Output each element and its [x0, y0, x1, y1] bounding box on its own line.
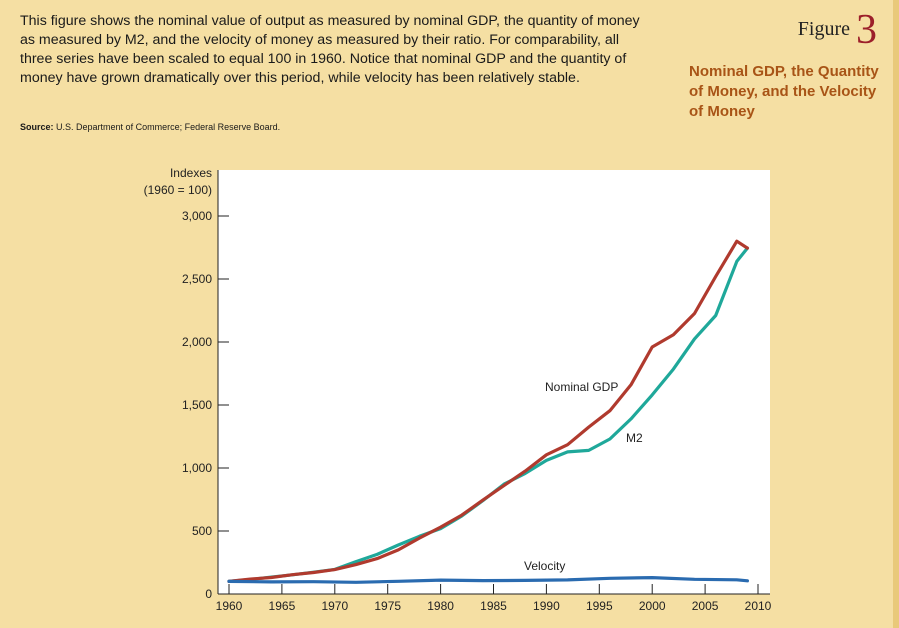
x-tick-label: 1985	[480, 599, 507, 613]
figure-word: Figure	[797, 18, 850, 40]
x-tick-label: 1970	[321, 599, 348, 613]
y-tick-label: 1,500	[182, 398, 212, 412]
y-tick-label: 2,000	[182, 335, 212, 349]
x-tick-label: 1975	[374, 599, 401, 613]
series-lines	[227, 239, 750, 584]
y-axis-label-line2: (1960 = 100)	[144, 183, 212, 197]
y-tick-label: 500	[192, 524, 212, 538]
x-tick-label: 1965	[269, 599, 296, 613]
x-tick-label: 1980	[427, 599, 454, 613]
panel-edge	[893, 0, 899, 628]
series-label-gdp: Nominal GDP	[545, 380, 618, 394]
figure-title: Nominal GDP, the Quantity of Money, and …	[689, 63, 879, 120]
x-tick-label: 2010	[745, 599, 772, 613]
y-tick-label: 2,500	[182, 272, 212, 286]
plot-area	[218, 170, 770, 594]
source-label: Source:	[20, 122, 54, 132]
x-tick-label: 2000	[639, 599, 666, 613]
y-tick-label: 1,000	[182, 461, 212, 475]
series-label-m2: M2	[626, 431, 643, 445]
figure-caption: This figure shows the nominal value of o…	[20, 13, 640, 86]
series-labels: Nominal GDP M2 Velocity	[524, 380, 643, 573]
axes: 0 500 1,000 1,500 2,000 2,500 3,000 1960 1965 197…	[182, 170, 772, 613]
figure-number: 3	[856, 7, 877, 53]
x-tick-label: 1995	[586, 599, 613, 613]
x-tick-label: 2005	[692, 599, 719, 613]
source-note: Source: U.S. Department of Commerce; Fed…	[20, 122, 280, 132]
series-line-gdp	[227, 239, 750, 584]
figure-label: Figure 3	[798, 6, 877, 54]
y-axis-label-line1: Indexes	[170, 166, 212, 180]
series-line-velocity	[227, 575, 750, 584]
x-tick-label: 1960	[216, 599, 243, 613]
x-tick-label: 1990	[533, 599, 560, 613]
source-text: U.S. Department of Commerce; Federal Res…	[56, 122, 281, 132]
y-tick-label: 3,000	[182, 209, 212, 223]
y-tick-label: 0	[205, 587, 212, 601]
series-label-velocity: Velocity	[524, 559, 565, 573]
